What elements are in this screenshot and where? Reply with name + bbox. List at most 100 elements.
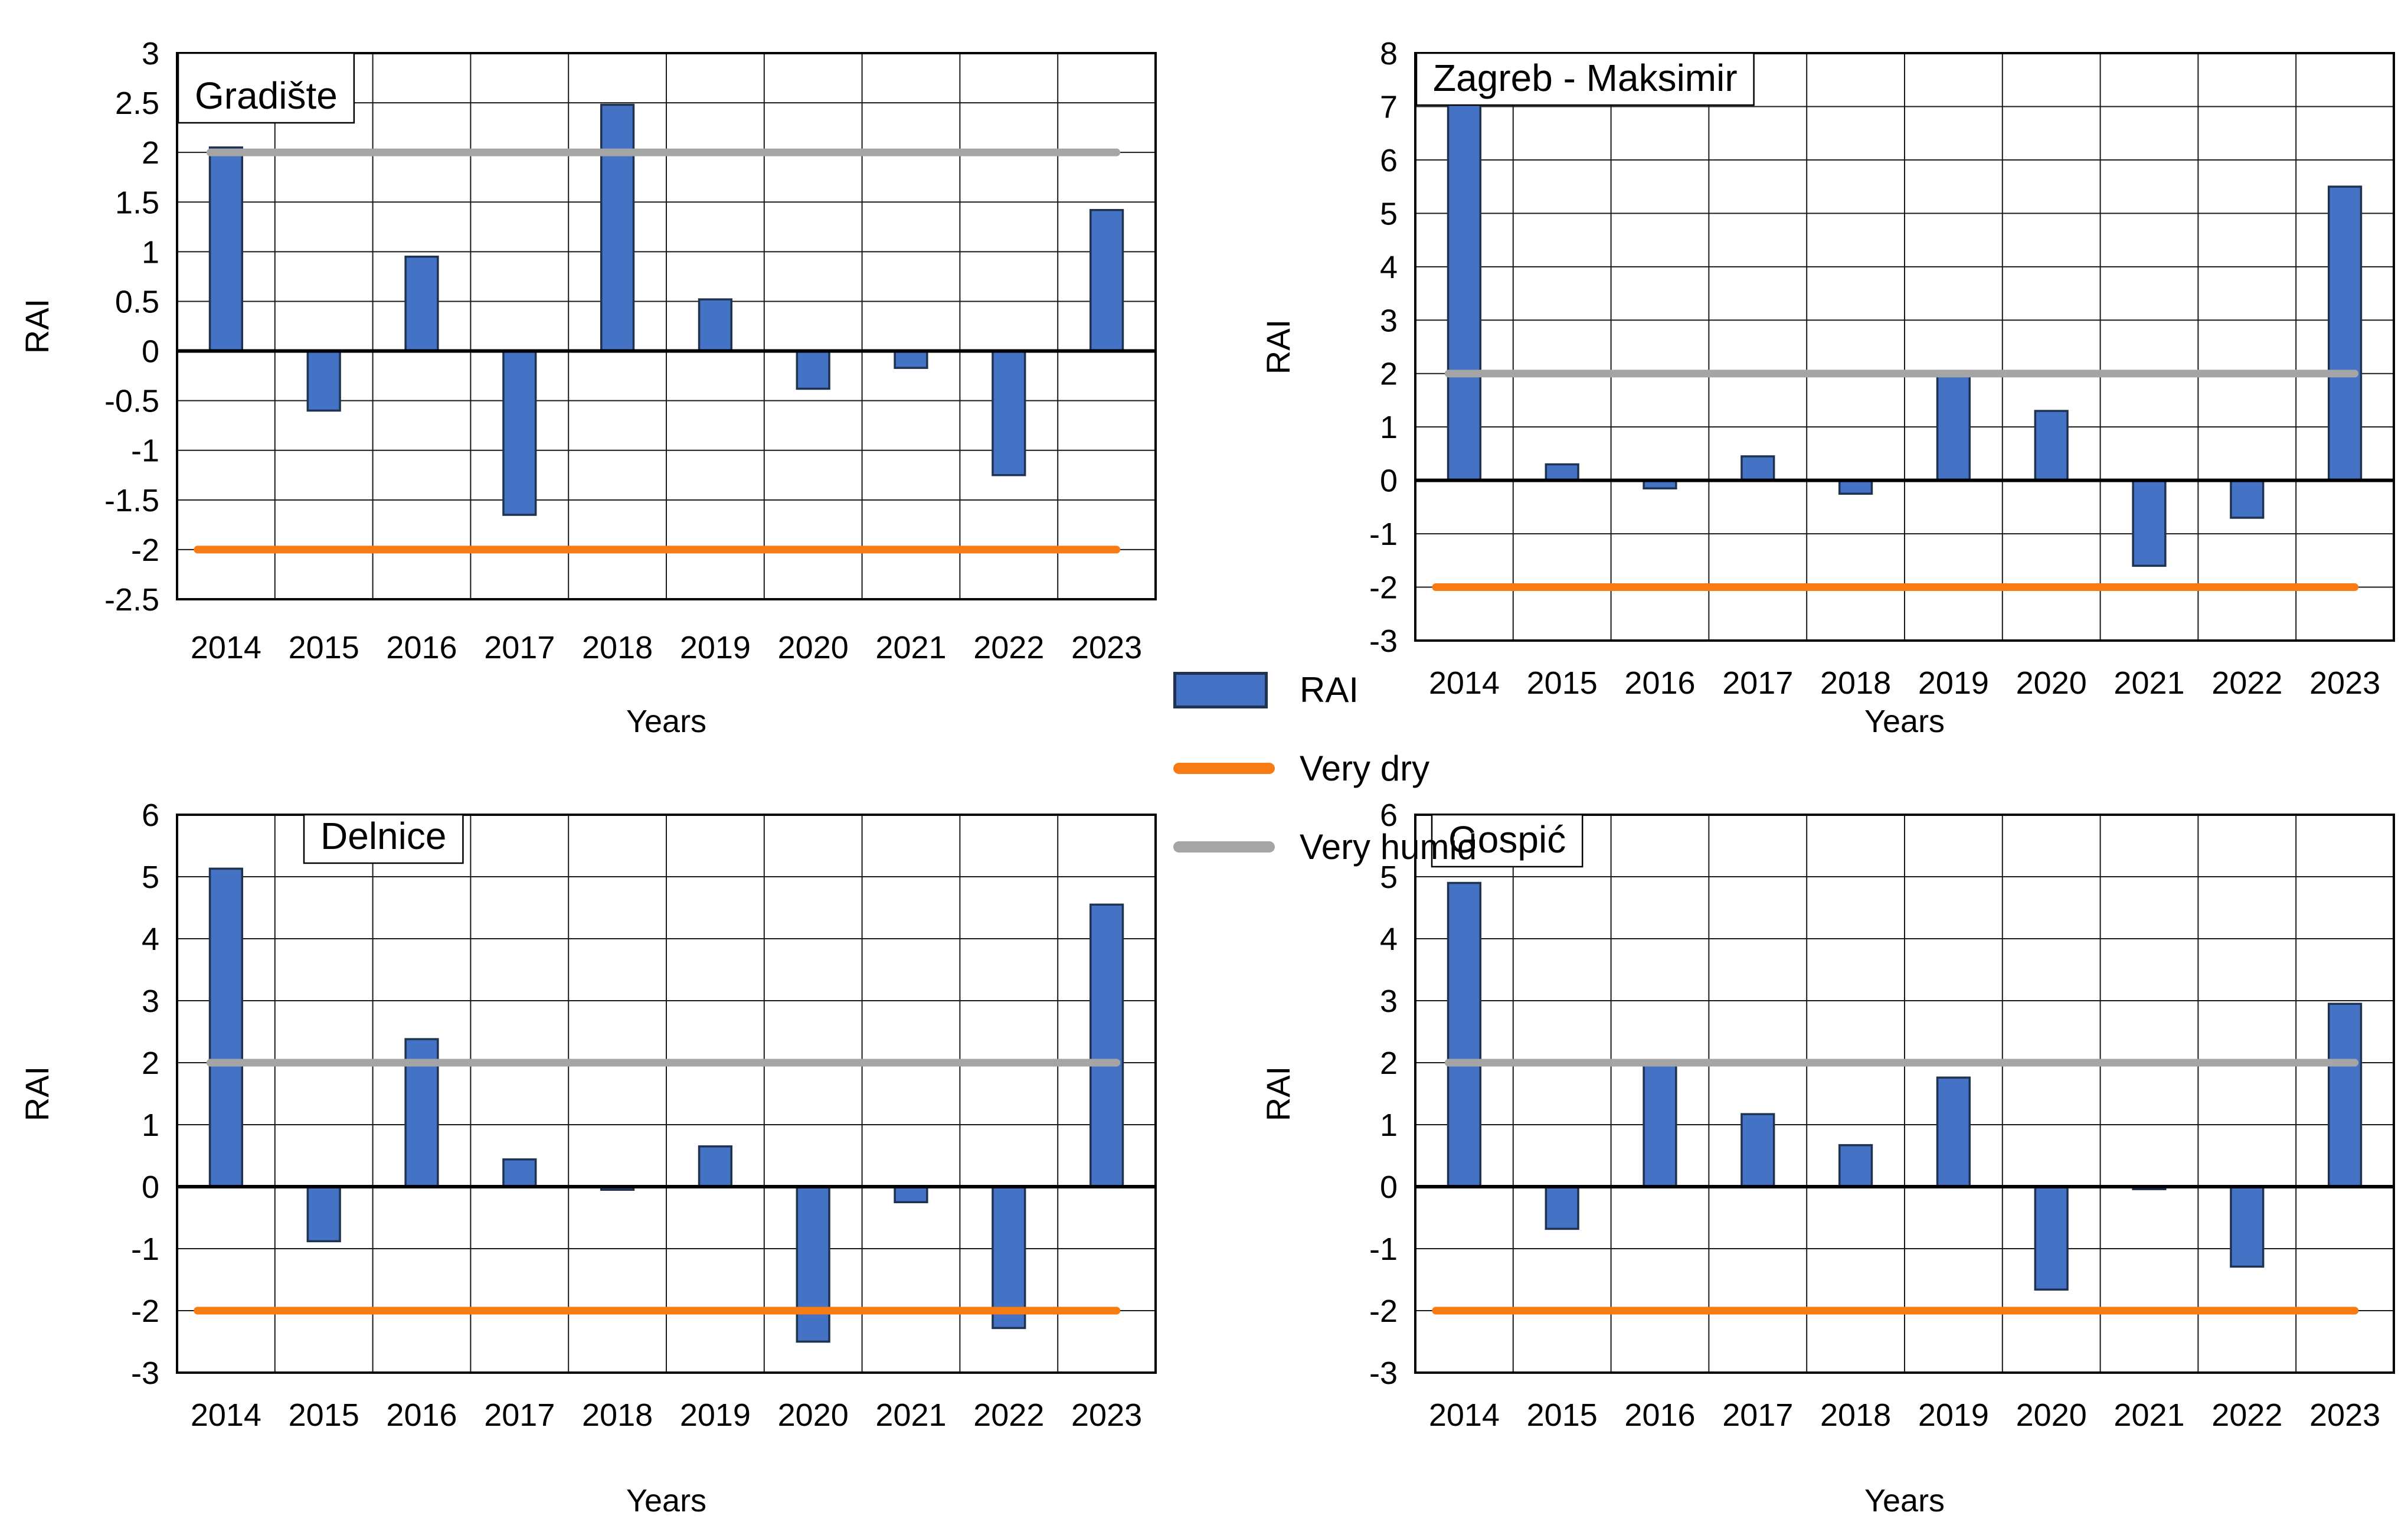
y-tick-label: 0	[1380, 463, 1398, 499]
chart-title-box	[177, 52, 355, 124]
x-tick-label-2015: 2015	[1527, 665, 1598, 701]
bar-2015	[306, 1185, 341, 1243]
x-tick-label-2023: 2023	[2309, 665, 2380, 701]
y-axis-label: RAI	[18, 299, 55, 354]
plot-border	[1414, 814, 2395, 1374]
y-axis-label: RAI	[1259, 1066, 1297, 1121]
very-humid-line-swatch	[1173, 841, 1275, 853]
y-tick-label: -1	[1369, 517, 1398, 552]
y-tick-label: -2	[1369, 570, 1398, 606]
x-tick-label-2018: 2018	[582, 630, 653, 665]
x-tick-label-2023: 2023	[1071, 630, 1142, 665]
y-tick-label: 5	[1380, 196, 1398, 231]
x-tick-label-2017: 2017	[484, 1397, 555, 1433]
bar-2023	[1089, 903, 1124, 1188]
y-axis-label: RAI	[18, 1066, 55, 1121]
bar-2023	[2327, 185, 2363, 482]
very-dry-line-swatch	[1173, 763, 1275, 774]
bar-2017	[1740, 1113, 1775, 1188]
bar-2014	[1447, 100, 1482, 482]
bar-2015	[1545, 463, 1579, 482]
x-tick-label-2022: 2022	[973, 1397, 1044, 1433]
bar-2020	[2034, 410, 2069, 482]
x-axis-label: Years	[626, 704, 706, 739]
x-tick-label-2021: 2021	[2113, 665, 2184, 701]
bar-2021	[894, 350, 928, 369]
y-tick-label: 0	[1380, 1170, 1398, 1205]
bar-2017	[502, 350, 537, 516]
y-tick-label: 8	[1380, 36, 1398, 71]
y-tick-label: 2	[142, 1046, 159, 1081]
bar-2016	[404, 256, 439, 352]
legend-item-very-humid: Very humid	[1173, 808, 1539, 886]
bar-2020	[796, 1185, 830, 1343]
y-tick-label: -1	[131, 433, 159, 469]
chart-gospi: Gospić -3 -2 -1 0 1 2 3 4 5 6 2014 2015 2016 2017 2018 2…	[1259, 798, 2395, 1518]
y-tick-label: 4	[1380, 922, 1398, 957]
x-axis-label: Years	[1864, 704, 1945, 739]
chart-title: Gospić	[1448, 818, 1566, 861]
y-tick-label: -3	[1369, 623, 1398, 659]
x-tick-label-2019: 2019	[1918, 1397, 1989, 1433]
y-tick-label: 5	[1380, 860, 1398, 895]
chart-title: Zagreb - Maksimir	[1433, 57, 1738, 99]
x-tick-label-2021: 2021	[875, 630, 946, 665]
y-tick-label: 4	[1380, 250, 1398, 285]
y-tick-label: 2	[142, 135, 159, 171]
bar-2021	[2132, 479, 2167, 567]
bar-2018	[1838, 1144, 1873, 1188]
y-tick-label: -2.5	[104, 582, 159, 618]
x-tick-label-2018: 2018	[582, 1397, 653, 1433]
legend-swatch-area	[1173, 763, 1278, 774]
x-tick-label-2014: 2014	[191, 630, 261, 665]
bar-2023	[2327, 1002, 2363, 1188]
x-tick-label-2018: 2018	[1820, 1397, 1891, 1433]
bar-2014	[208, 867, 244, 1188]
y-tick-label: 1	[142, 234, 159, 270]
y-tick-label: 6	[1380, 798, 1398, 833]
x-tick-label-2021: 2021	[875, 1397, 946, 1433]
y-tick-label: 1.5	[115, 185, 159, 220]
x-tick-label-2019: 2019	[680, 630, 751, 665]
plot-border	[176, 52, 1157, 600]
y-tick-label: -2	[131, 1294, 159, 1329]
y-tick-label: 0	[142, 334, 159, 370]
y-tick-label: 5	[142, 860, 159, 895]
y-tick-label: 0.5	[115, 284, 159, 319]
y-tick-label: 2	[1380, 1046, 1398, 1081]
y-tick-label: 1	[1380, 410, 1398, 445]
x-tick-label-2020: 2020	[778, 630, 849, 665]
y-tick-label: 0	[142, 1170, 159, 1205]
x-axis-label: Years	[1864, 1483, 1945, 1518]
chart-title: Gradište	[195, 74, 338, 117]
x-tick-label-2020: 2020	[778, 1397, 849, 1433]
y-tick-label: -3	[1369, 1356, 1398, 1391]
y-tick-label: 2	[1380, 357, 1398, 392]
y-axis-label: RAI	[1259, 319, 1297, 374]
bar-2021	[894, 1185, 928, 1203]
bar-2022	[992, 350, 1026, 476]
bar-2020	[2034, 1185, 2069, 1291]
x-tick-label-2023: 2023	[1071, 1397, 1142, 1433]
y-tick-label: 1	[142, 1108, 159, 1143]
y-tick-label: 6	[142, 798, 159, 833]
legend-label-very-dry: Very dry	[1300, 748, 1430, 788]
bar-2020	[796, 350, 830, 390]
bar-2015	[306, 350, 341, 412]
bar-2015	[1545, 1185, 1579, 1230]
x-tick-label-2020: 2020	[2016, 1397, 2087, 1433]
y-tick-label: 3	[1380, 303, 1398, 338]
chart-title-box	[303, 814, 464, 864]
y-tick-label: 6	[1380, 143, 1398, 178]
y-tick-label: -2	[1369, 1294, 1398, 1329]
bar-2017	[502, 1158, 537, 1188]
x-tick-label-2022: 2022	[2211, 1397, 2282, 1433]
y-tick-label: -0.5	[104, 384, 159, 419]
y-tick-label: 3	[142, 984, 159, 1019]
legend-item-very-dry: Very dry	[1173, 729, 1539, 808]
bar-2022	[2230, 1185, 2265, 1268]
y-tick-label: 2.5	[115, 86, 159, 121]
x-tick-label-2022: 2022	[973, 630, 1044, 665]
y-tick-label: -1.5	[104, 483, 159, 518]
